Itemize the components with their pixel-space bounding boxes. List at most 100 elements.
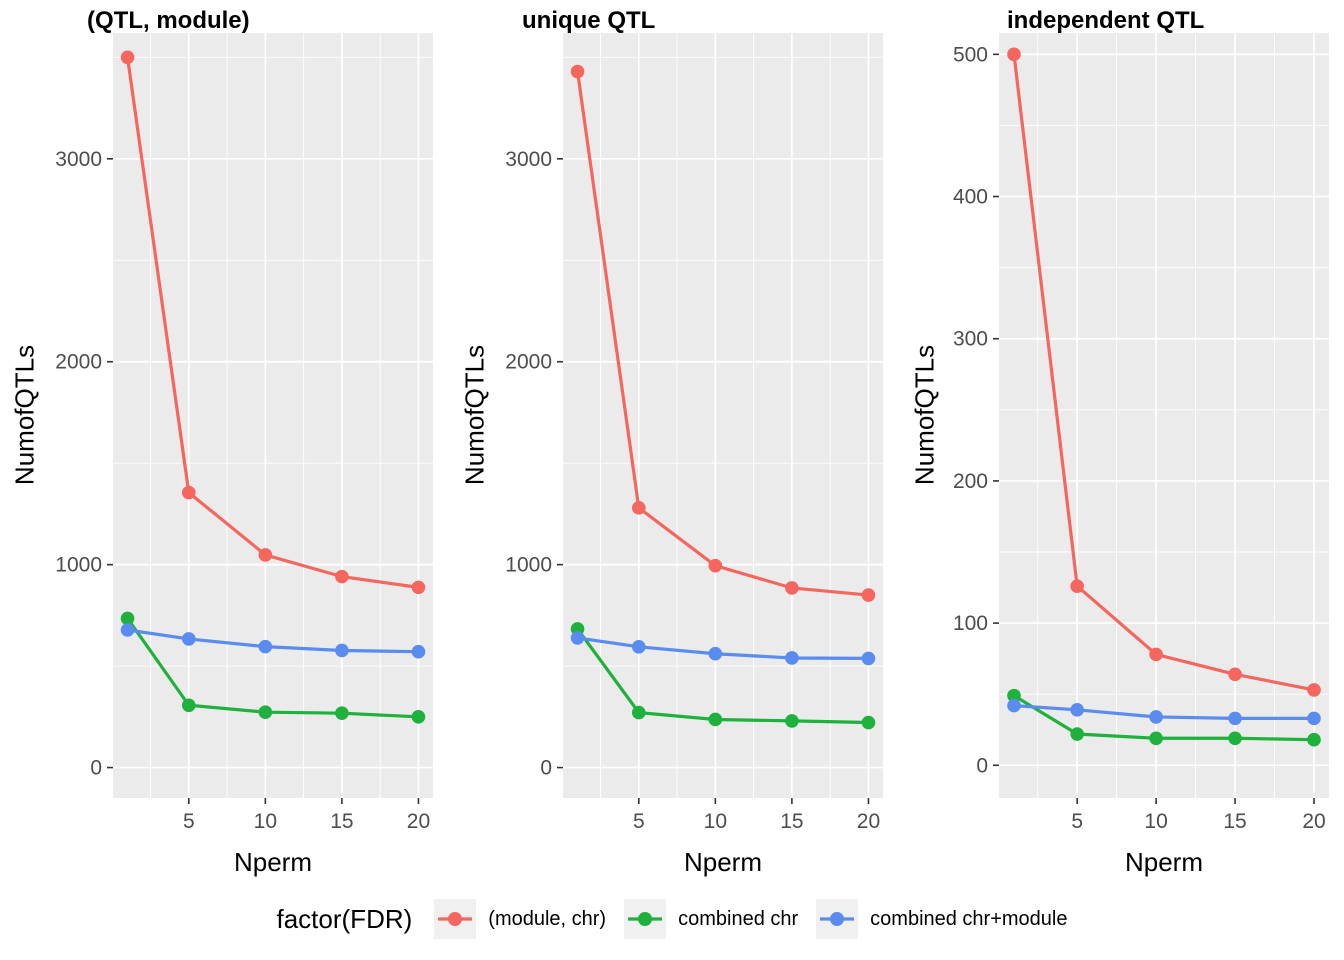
- axis-tick-label: 300: [953, 328, 988, 351]
- series-0-point: [708, 558, 723, 573]
- axis-tick-label: 5: [1071, 810, 1083, 833]
- axis-tick-label: 15: [330, 810, 353, 833]
- legend-label: (module, chr): [488, 907, 607, 930]
- panel-title: independent QTL: [1007, 7, 1205, 34]
- series-0-point: [1070, 579, 1084, 593]
- legend-key-icon: [820, 912, 855, 926]
- plot-svg: 5 10 15 20 0 1000 2000 3000: [505, 33, 883, 833]
- series-2-point: [708, 646, 723, 661]
- series-2-point: [631, 640, 646, 654]
- chart-panel-qtl-module: (QTL, module) NumofQTLs 5 10 15 20 0 1000 2000…: [0, 0, 450, 883]
- chart-panel-independent-qtl: independent QTL NumofQTLs 5 10 15 20 0 100 200…: [900, 0, 1344, 883]
- series-2-point: [411, 644, 426, 659]
- axis-tick-label: 400: [953, 186, 988, 209]
- series-0-point: [181, 485, 196, 500]
- axis-tick-label: 3000: [505, 148, 552, 171]
- series-1-point: [335, 706, 349, 720]
- plot-wrap: NumofQTLs 5 10 15 20 0 1000 2000 3000: [0, 33, 450, 843]
- axis-tick-label: 1000: [55, 554, 102, 577]
- legend-title: factor(FDR): [276, 903, 413, 934]
- legend-key: [434, 899, 477, 939]
- axis-tick-label: 5: [633, 810, 645, 833]
- series-2-point: [1228, 711, 1242, 726]
- series-0-point: [861, 588, 876, 602]
- axis-tick-label: 2000: [505, 351, 552, 374]
- series-2-point: [1149, 710, 1163, 724]
- panel-background: [113, 33, 433, 798]
- series-0-point: [1228, 667, 1242, 682]
- legend-item: combined chr: [624, 899, 798, 939]
- series-1-point: [1149, 731, 1163, 746]
- panel-background: [999, 33, 1329, 798]
- series-2-point: [1070, 703, 1084, 717]
- series-2-point: [1007, 698, 1021, 713]
- x-axis-title: Nperm: [683, 847, 762, 877]
- series-1-point: [1307, 732, 1321, 747]
- axis-tick-label: 3000: [55, 148, 102, 171]
- axis-tick-label: 20: [1302, 810, 1325, 833]
- legend-label: combined chr: [678, 907, 799, 930]
- series-1-point: [1228, 731, 1242, 746]
- panel-title: unique QTL: [522, 7, 656, 34]
- x-axis-title: Nperm: [1124, 847, 1203, 877]
- legend-key: [624, 899, 667, 939]
- axis-tick-label: 10: [254, 810, 277, 833]
- axis-tick-label: 15: [1223, 810, 1246, 833]
- legend: factor(FDR) (module, chr) combined chr: [0, 899, 1344, 939]
- panel-background: [563, 33, 883, 798]
- series-1-point: [181, 698, 196, 713]
- series-2-point: [181, 632, 196, 646]
- series-2-point: [785, 651, 799, 665]
- axis-tick-label: 5: [183, 810, 195, 833]
- y-axis-title: NumofQTLs: [459, 344, 490, 486]
- series-1-point: [1070, 727, 1084, 741]
- series-2-point: [258, 639, 273, 654]
- series-2-point: [335, 643, 349, 658]
- series-1-point: [1007, 688, 1021, 703]
- series-2-point: [1307, 711, 1321, 726]
- series-1-point: [631, 705, 646, 720]
- axis-tick-label: 20: [407, 810, 430, 833]
- legend-key-icon: [438, 912, 473, 926]
- axis-tick-label: 0: [540, 757, 552, 780]
- series-0-point: [631, 501, 646, 515]
- series-0-point: [570, 64, 585, 79]
- legend-item: (module, chr): [434, 899, 606, 939]
- series-0-point: [1307, 683, 1321, 697]
- plot-wrap: NumofQTLs 5 10 15 20 0 1000 2000 3000: [450, 33, 900, 843]
- y-axis-title: NumofQTLs: [909, 344, 940, 486]
- axis-tick-label: 20: [857, 810, 880, 833]
- series-0-point: [411, 580, 426, 595]
- axis-tick-label: 500: [953, 43, 988, 66]
- series-0-point: [335, 569, 349, 584]
- legend-key-icon: [628, 912, 663, 926]
- axis-tick-label: 10: [1144, 810, 1167, 833]
- series-1-point: [785, 714, 799, 728]
- axis-tick-label: 15: [780, 810, 803, 833]
- series-2-point: [120, 623, 135, 637]
- series-0-point: [120, 50, 135, 65]
- series-1-point: [411, 710, 426, 724]
- charts-row: (QTL, module) NumofQTLs 5 10 15 20 0 1000 2000…: [0, 0, 1344, 883]
- axis-tick-label: 10: [704, 810, 727, 833]
- panel-title: (QTL, module): [87, 7, 250, 34]
- axis-tick-label: 200: [953, 470, 988, 493]
- axis-tick-label: 1000: [505, 554, 552, 577]
- series-1-point: [120, 611, 135, 626]
- series-1-point: [861, 715, 876, 730]
- series-1-point: [708, 712, 723, 727]
- plot-svg: 5 10 15 20 0 1000 2000 3000: [55, 33, 433, 833]
- axis-tick-label: 2000: [55, 351, 102, 374]
- legend-label: combined chr+module: [870, 907, 1068, 930]
- series-2-point: [861, 651, 876, 666]
- y-axis-title: NumofQTLs: [9, 344, 40, 486]
- series-0-point: [785, 581, 799, 595]
- chart-panel-unique-qtl: unique QTL NumofQTLs 5 10 15 20 0 1000 2000 300…: [450, 0, 900, 883]
- axis-tick-label: 100: [953, 612, 988, 635]
- plot-wrap: NumofQTLs 5 10 15 20 0 100 200 300 400 500: [900, 33, 1344, 843]
- legend-key: [816, 899, 859, 939]
- series-2-point: [570, 631, 585, 645]
- legend-item: combined chr+module: [816, 899, 1068, 939]
